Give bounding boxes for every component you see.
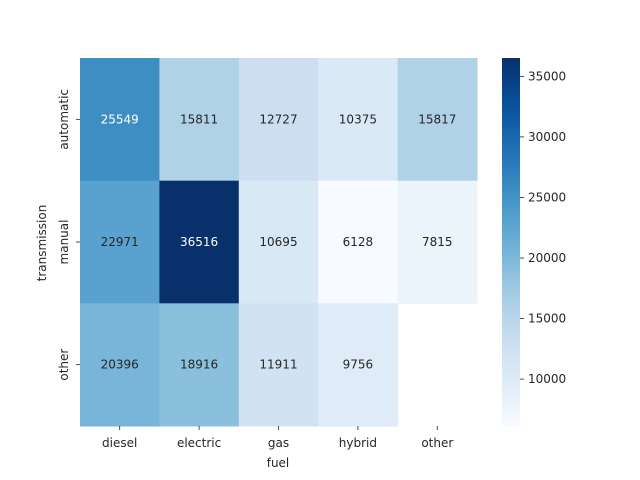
- y-axis-label: transmission: [35, 205, 49, 282]
- colorbar: 10000 15000 20000 25000 30000 35000: [502, 58, 566, 426]
- heatmap-cell: [159, 58, 240, 182]
- heatmap-cell-label: 10375: [339, 112, 377, 126]
- heatmap-cell: [80, 58, 160, 182]
- heatmap-cell-label: 25549: [101, 112, 139, 126]
- heatmap-cell-label: 20396: [101, 358, 139, 372]
- heatmap-cell: [397, 180, 478, 304]
- heatmap-cell: [80, 303, 160, 427]
- colorbar-tick-label: 20000: [528, 251, 566, 265]
- x-axis: diesel electric gas hybrid other: [102, 426, 453, 450]
- colorbar-tick-label: 35000: [528, 69, 566, 83]
- heatmap-cell-label: 9756: [343, 358, 374, 372]
- heatmap-cell-label: 18916: [180, 358, 218, 372]
- x-tick-label: diesel: [102, 436, 137, 450]
- colorbar-tick-label: 25000: [528, 190, 566, 204]
- heatmap-cell: [159, 303, 240, 427]
- heatmap-cell: [318, 180, 399, 304]
- heatmap-cell-label: 15811: [180, 112, 218, 126]
- heatmap-cell: [318, 58, 399, 182]
- heatmap-cell-label: 7815: [422, 235, 453, 249]
- heatmap-cell: [238, 180, 319, 304]
- x-tick-label: hybrid: [339, 436, 377, 450]
- heatmap-cell-label: 10695: [259, 235, 297, 249]
- heatmap-cell-label: 36516: [180, 235, 218, 249]
- heatmap-cell-label: 15817: [418, 112, 456, 126]
- heatmap-cell: [397, 58, 478, 182]
- y-tick-label: manual: [57, 220, 71, 265]
- x-tick-label: other: [421, 436, 453, 450]
- colorbar-tick-label: 10000: [528, 372, 566, 386]
- heatmap-cell-label: 22971: [101, 235, 139, 249]
- y-tick-label: other: [57, 349, 71, 381]
- heatmap-cell-label: 11911: [259, 358, 297, 372]
- x-tick-label: gas: [268, 436, 289, 450]
- y-tick-label: automatic: [57, 89, 71, 150]
- heatmap-cell: [80, 180, 160, 304]
- x-tick-label: electric: [177, 436, 221, 450]
- x-axis-label: fuel: [267, 456, 290, 470]
- heatmap-cells: [80, 58, 478, 427]
- heatmap-cell-label: 12727: [259, 112, 297, 126]
- heatmap-cell: [238, 58, 319, 182]
- heatmap-cell: [159, 180, 240, 304]
- colorbar-gradient: [502, 58, 520, 426]
- y-axis: automatic manual other: [57, 89, 80, 381]
- heatmap-cell: [318, 303, 399, 427]
- heatmap-cell-label: 6128: [343, 235, 374, 249]
- colorbar-tick-label: 15000: [528, 312, 566, 326]
- heatmap-cell: [238, 303, 319, 427]
- heatmap-cell-labels: 25549 15811 12727 10375 15817 22971 36516 10695…: [101, 112, 457, 371]
- colorbar-tick-label: 30000: [528, 130, 566, 144]
